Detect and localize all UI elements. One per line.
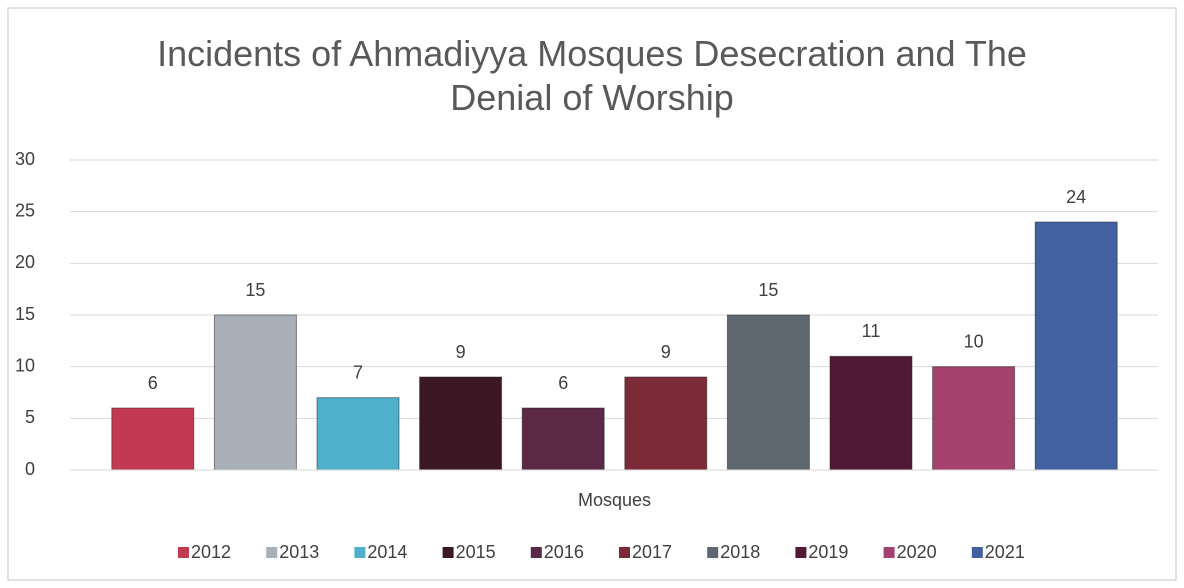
data-label: 9 <box>456 342 466 362</box>
bar <box>932 366 1016 471</box>
data-label: 7 <box>353 362 363 382</box>
title-box: Incidents of Ahmadiyya Mosques Desecrati… <box>0 32 1184 120</box>
legend-label: 2018 <box>720 542 760 562</box>
data-label: 24 <box>1066 187 1086 207</box>
legend-swatch <box>530 547 542 558</box>
bar <box>521 407 605 471</box>
legend-swatch <box>178 547 189 558</box>
data-label: 10 <box>964 331 984 351</box>
bar <box>829 355 913 471</box>
legend-swatch <box>883 547 895 558</box>
y-tick-label: 25 <box>15 200 35 220</box>
data-label: 9 <box>661 342 671 362</box>
y-tick-label: 5 <box>25 407 35 427</box>
legend-swatch <box>442 547 454 558</box>
chart-border <box>7 7 1177 581</box>
legend-label: 2015 <box>456 542 496 562</box>
bar <box>1034 221 1118 471</box>
y-tick-label: 20 <box>15 252 35 272</box>
legend-label: 2016 <box>544 542 584 562</box>
legend-label: 2017 <box>632 542 672 562</box>
bar <box>316 397 400 471</box>
legend-label: 2020 <box>897 542 937 562</box>
x-tick-label: Mosques <box>578 490 651 510</box>
legend-label: 2021 <box>985 542 1025 562</box>
y-tick-label: 15 <box>15 304 35 324</box>
legend-swatch <box>354 547 366 558</box>
data-label: 6 <box>558 373 568 393</box>
y-tick-label: 0 <box>25 459 35 479</box>
bar <box>213 314 297 471</box>
legend-label: 2014 <box>367 542 407 562</box>
legend-swatch <box>971 547 983 558</box>
legend-label: 2012 <box>191 542 231 562</box>
bar <box>624 376 708 471</box>
bar <box>726 314 810 471</box>
legend-swatch <box>619 547 630 558</box>
legend-swatch <box>795 547 807 558</box>
data-label: 6 <box>148 373 158 393</box>
y-tick-label: 30 <box>15 149 35 169</box>
chart-title: Incidents of Ahmadiyya Mosques Desecrati… <box>157 33 1027 118</box>
data-label: 11 <box>862 321 881 341</box>
legend-swatch <box>266 547 278 558</box>
legend-swatch <box>707 547 719 558</box>
data-label: 15 <box>245 280 265 300</box>
legend-label: 2019 <box>808 542 848 562</box>
legend-label: 2013 <box>279 542 319 562</box>
bar <box>419 376 503 471</box>
bar <box>111 407 195 471</box>
data-label: 15 <box>758 280 778 300</box>
y-tick-label: 10 <box>15 355 35 375</box>
